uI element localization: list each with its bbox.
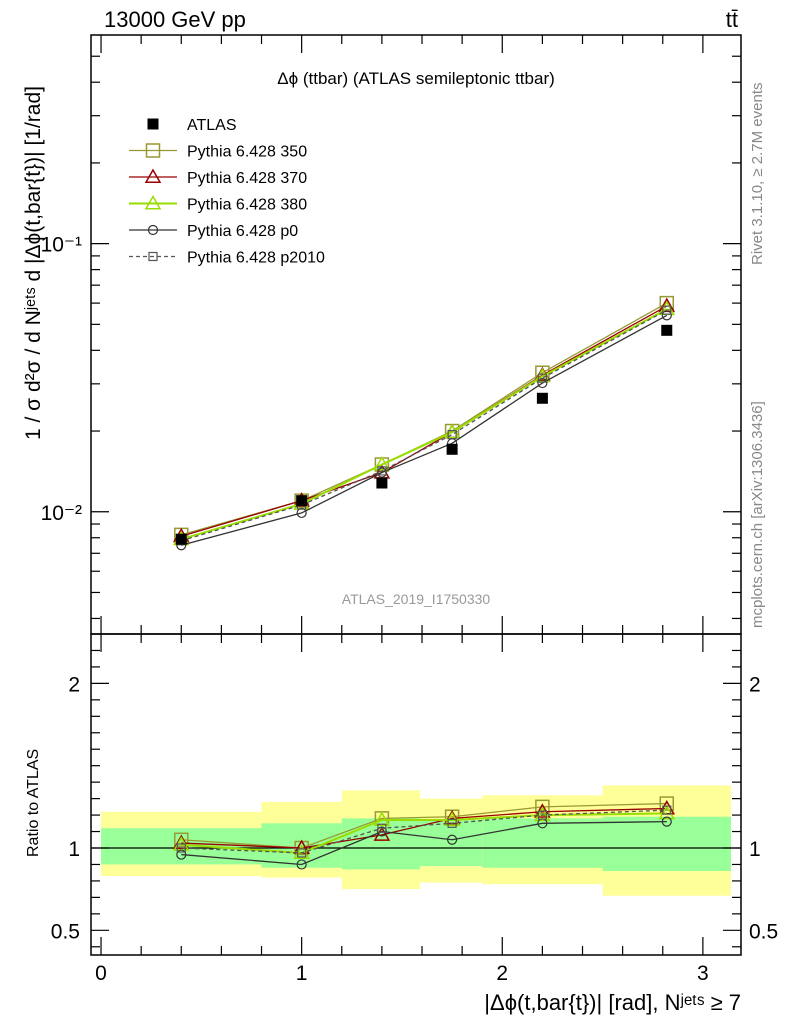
series-line xyxy=(181,305,668,537)
ratio-point xyxy=(296,859,307,870)
legend-marker xyxy=(147,118,159,130)
legend-label: Pythia 6.428 370 xyxy=(187,170,307,187)
series-mc-3 xyxy=(172,300,676,546)
legend-marker xyxy=(148,251,158,262)
ratio-y-tick-label-right: 1 xyxy=(749,838,761,861)
ratio-point xyxy=(535,799,550,815)
ratio-point xyxy=(447,834,458,845)
ratio-point xyxy=(176,849,187,860)
ratio-line xyxy=(181,807,667,849)
legend-label: Pythia 6.428 350 xyxy=(187,144,307,161)
ratio-point xyxy=(661,816,672,827)
ratio-point xyxy=(659,796,675,811)
data-point xyxy=(537,373,547,383)
ratio-y-tick-label-right: 2 xyxy=(749,673,761,696)
main-plot-panel: Δϕ (ttbar) (ATLAS semileptonic ttbar) AT… xyxy=(22,34,742,635)
ratio-point xyxy=(373,811,391,827)
ratio-point xyxy=(297,848,307,858)
legend-marker xyxy=(144,168,162,183)
series-mc-2 xyxy=(172,297,676,543)
data-point xyxy=(661,310,672,321)
main-plot-data xyxy=(172,295,676,551)
data-point xyxy=(661,324,673,336)
legend-item: ATLAS xyxy=(147,117,237,134)
x-axis-label: |Δϕ(t,bar{t})| [rad], Nʲᵉᵗˢ ≥ 7 xyxy=(484,990,741,1015)
data-point xyxy=(296,495,308,507)
series-line xyxy=(180,308,668,541)
legend-marker xyxy=(145,143,161,158)
series-atlas xyxy=(175,324,673,545)
ratio-y-tick-label-right: 0.5 xyxy=(749,920,778,943)
legend: ATLAS Pythia 6.428 350 Pythia 6.428 370 Pyt… xyxy=(129,117,325,267)
legend-item: Pythia 6.428 370 xyxy=(129,168,307,187)
legend-label: Pythia 6.428 p2010 xyxy=(187,250,325,267)
ratio-point xyxy=(537,810,547,820)
ratio-plot-panel: Ratio to ATLAS |Δϕ(t,bar{t})| [rad], Nʲᵉ… xyxy=(25,633,778,1015)
data-point xyxy=(376,477,388,489)
ratio-plot-frame xyxy=(90,633,742,956)
legend-marker xyxy=(147,224,159,236)
legend-item: Pythia 6.428 380 xyxy=(129,194,307,214)
data-point xyxy=(446,443,458,455)
ratio-y-tick-label: 0.5 xyxy=(51,920,80,943)
series-line xyxy=(181,309,668,542)
ratio-y-axis-label: Ratio to ATLAS xyxy=(25,749,42,857)
x-tick-label: 3 xyxy=(697,962,709,985)
x-tick-label: 1 xyxy=(296,962,308,985)
data-point xyxy=(447,429,457,440)
data-point xyxy=(377,466,387,476)
data-point xyxy=(373,456,391,471)
legend-item: Pythia 6.428 p2010 xyxy=(129,250,325,267)
header-right: tt̄ xyxy=(726,7,738,32)
x-tick-label: 2 xyxy=(496,962,508,985)
band-inner xyxy=(482,818,603,868)
legend-item: Pythia 6.428 350 xyxy=(129,143,307,161)
y-axis-label: 1 / σ d²σ / d Nʲᵉᵗˢ d |Δϕ(t,bar{t})| [1/… xyxy=(22,86,45,440)
ratio-point xyxy=(662,805,672,815)
ratio-point xyxy=(176,843,186,853)
series-mc-1 xyxy=(174,295,675,543)
ratio-line xyxy=(181,809,667,854)
legend-label: ATLAS xyxy=(187,117,237,134)
data-point xyxy=(662,305,672,315)
legend-item: Pythia 6.428 p0 xyxy=(129,223,298,240)
ratio-plot-data xyxy=(172,796,676,870)
y-tick-label-1e-2: 10⁻² xyxy=(41,502,82,525)
x-tick-label: 0 xyxy=(95,962,107,985)
ratio-point xyxy=(447,818,457,828)
mcplots-label: mcplots.cern.ch [arXiv:1306.3436] xyxy=(749,401,766,628)
main-plot-title: Δϕ (ttbar) (ATLAS semileptonic ttbar) xyxy=(277,69,555,88)
legend-label: Pythia 6.428 380 xyxy=(187,197,307,214)
y-tick-label-1e-1: 10⁻¹ xyxy=(41,234,82,257)
band-inner xyxy=(602,816,731,872)
ratio-plot-ticks xyxy=(91,634,741,955)
data-point xyxy=(536,392,548,404)
ratio-line xyxy=(181,821,667,866)
data-point xyxy=(537,377,548,389)
ratio-point xyxy=(377,823,387,833)
ratio-tick-labels: 0.5 0.5 1 1 2 2 0 1 2 3 xyxy=(51,673,778,985)
ratio-y-tick-label: 1 xyxy=(68,838,80,861)
ratio-point xyxy=(174,832,189,848)
watermark: ATLAS_2019_I1750330 xyxy=(342,591,491,607)
data-point xyxy=(175,533,187,545)
header-left: 13000 GeV pp xyxy=(104,7,246,32)
ratio-y-tick-label: 2 xyxy=(68,673,80,696)
legend-marker xyxy=(144,194,162,210)
series-line xyxy=(181,314,668,546)
series-line xyxy=(181,302,668,536)
rivet-label: Rivet 3.1.10, ≥ 2.7M events xyxy=(749,83,766,266)
main-plot-ticks xyxy=(91,35,741,634)
ratio-series-5 xyxy=(176,805,672,858)
legend-label: Pythia 6.428 p0 xyxy=(187,223,298,240)
